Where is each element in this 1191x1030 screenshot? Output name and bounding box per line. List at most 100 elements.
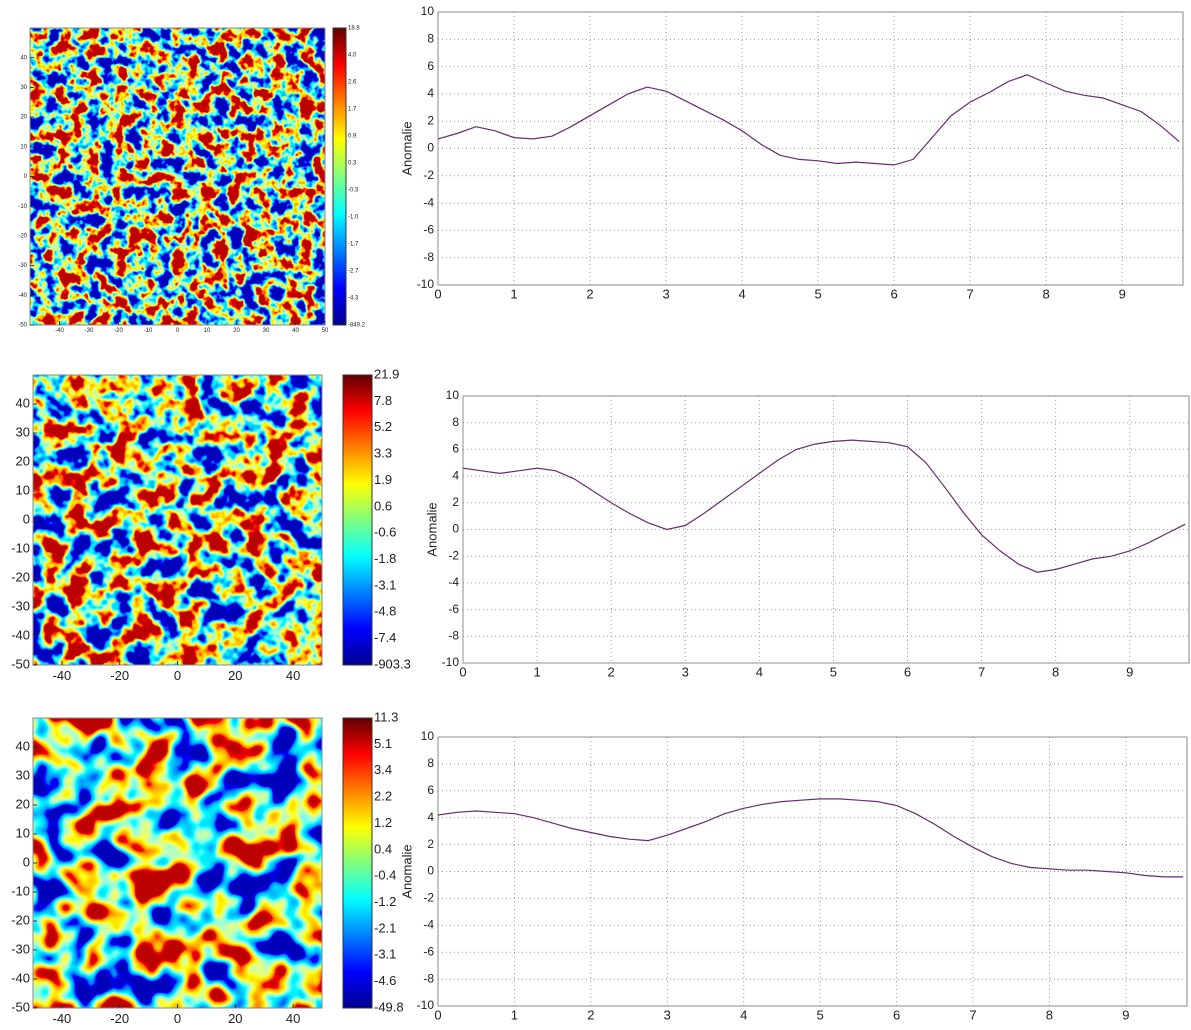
x-tick-label: 0: [174, 1011, 181, 1026]
y-tick-label: 4: [452, 468, 459, 482]
x-tick-label: 3: [682, 664, 689, 679]
x-tick-label: 7: [967, 286, 974, 301]
colorbar-label: 18.8: [348, 26, 360, 32]
y-tick-label: 20: [20, 115, 27, 121]
colorbar-label: -3.1: [374, 577, 396, 592]
y-tick-label: 2: [427, 113, 434, 127]
colorbar-label: 0.9: [348, 134, 357, 140]
colorbar-label: 0.6: [374, 498, 392, 513]
x-tick-label: 5: [817, 1007, 824, 1022]
y-tick-label: -10: [11, 540, 30, 555]
x-tick-label: 7: [969, 1007, 976, 1022]
y-tick-label: 0: [24, 174, 28, 180]
heatmap-image: [30, 28, 325, 325]
y-tick-label: -4: [423, 195, 434, 209]
y-tick-label: -4: [448, 575, 459, 589]
colorbar-label: 7.8: [374, 393, 392, 408]
y-tick-label: 0: [427, 141, 434, 155]
y-tick-label: -30: [11, 941, 30, 956]
x-tick-label: 1: [510, 286, 517, 301]
x-tick-label: -40: [53, 1011, 72, 1026]
y-tick-label: 0: [427, 864, 434, 878]
y-tick-label: 40: [16, 738, 30, 753]
y-tick-label: -6: [448, 602, 459, 616]
y-tick-label: -30: [18, 263, 27, 269]
y-tick-label: -30: [11, 598, 30, 613]
y-tick-label: 4: [427, 86, 434, 100]
y-tick-label: -50: [11, 656, 30, 671]
colorbar-label: -2.7: [348, 269, 359, 275]
x-tick-label: 30: [263, 328, 270, 334]
y-tick-label: -2: [423, 168, 434, 182]
y-tick-label: -8: [423, 250, 434, 264]
y-tick-label: 8: [427, 756, 434, 770]
y-tick-label: -40: [11, 970, 30, 985]
x-tick-label: 8: [1052, 664, 1059, 679]
y-tick-label: -40: [11, 627, 30, 642]
y-tick-label: -6: [423, 944, 434, 958]
x-tick-label: 6: [891, 286, 898, 301]
x-tick-label: 3: [662, 286, 669, 301]
colorbar-label: -7.4: [374, 630, 396, 645]
y-tick-label: 2: [452, 495, 459, 509]
y-axis-label: Anomalie: [399, 844, 414, 898]
x-tick-label: 1: [533, 664, 540, 679]
x-tick-label: 0: [434, 286, 441, 301]
colorbar-label: -1.7: [348, 242, 359, 248]
y-tick-label: -50: [11, 999, 30, 1014]
y-tick-label: 20: [16, 796, 30, 811]
colorbar-label: 3.4: [374, 762, 392, 777]
y-tick-label: -2: [423, 891, 434, 905]
colorbar-label: 5.1: [374, 736, 392, 751]
colorbar-label: -0.4: [374, 868, 396, 883]
colorbar: [332, 27, 347, 326]
y-tick-label: -40: [18, 293, 27, 299]
colorbar-label: -1.0: [348, 215, 359, 221]
y-tick-label: 30: [16, 767, 30, 782]
x-tick-label: 0: [176, 328, 180, 334]
y-tick-label: 20: [16, 453, 30, 468]
colorbar-label: -4.3: [348, 296, 359, 302]
y-tick-label: -10: [417, 998, 435, 1012]
colorbar-label: 11.3: [374, 709, 398, 724]
y-tick-label: 10: [16, 825, 30, 840]
colorbar: [342, 717, 373, 1009]
y-tick-label: 0: [23, 511, 30, 526]
colorbar-label: 0.3: [348, 161, 357, 167]
y-tick-label: -8: [448, 628, 459, 642]
colorbar-label: 3.3: [374, 446, 392, 461]
colorbar-label: -4.8: [374, 604, 396, 619]
colorbar-label: 1.2: [374, 815, 392, 830]
y-tick-label: 6: [452, 442, 459, 456]
y-tick-label: -10: [442, 655, 460, 669]
y-tick-label: 10: [16, 482, 30, 497]
x-tick-label: 10: [204, 328, 211, 334]
x-tick-label: 0: [434, 1007, 441, 1022]
y-tick-label: -4: [423, 917, 434, 931]
y-tick-label: 4: [427, 810, 434, 824]
y-tick-label: 10: [446, 388, 460, 402]
data-line: [437, 798, 1184, 878]
heatmap-image: [33, 375, 322, 665]
colorbar-label: 2.6: [348, 80, 357, 86]
y-axis-label: Anomalie: [424, 502, 439, 556]
y-tick-label: -2: [448, 548, 459, 562]
y-tick-label: -20: [18, 233, 27, 239]
x-tick-label: 2: [586, 286, 593, 301]
x-tick-label: 9: [1126, 664, 1133, 679]
y-tick-label: -10: [18, 204, 27, 210]
x-tick-label: 6: [904, 664, 911, 679]
x-tick-label: 20: [228, 668, 242, 683]
y-tick-label: -6: [423, 223, 434, 237]
x-tick-label: 40: [286, 668, 300, 683]
y-tick-label: 40: [16, 395, 30, 410]
x-tick-label: -20: [110, 1011, 129, 1026]
x-tick-label: 0: [459, 664, 466, 679]
colorbar-label: 21.9: [374, 366, 399, 381]
y-axis-label: Anomalie: [399, 121, 414, 175]
colorbar-label: -49.8: [374, 999, 404, 1014]
y-tick-label: -20: [11, 569, 30, 584]
x-tick-label: 40: [292, 328, 299, 334]
colorbar-label: -0.3: [348, 188, 359, 194]
